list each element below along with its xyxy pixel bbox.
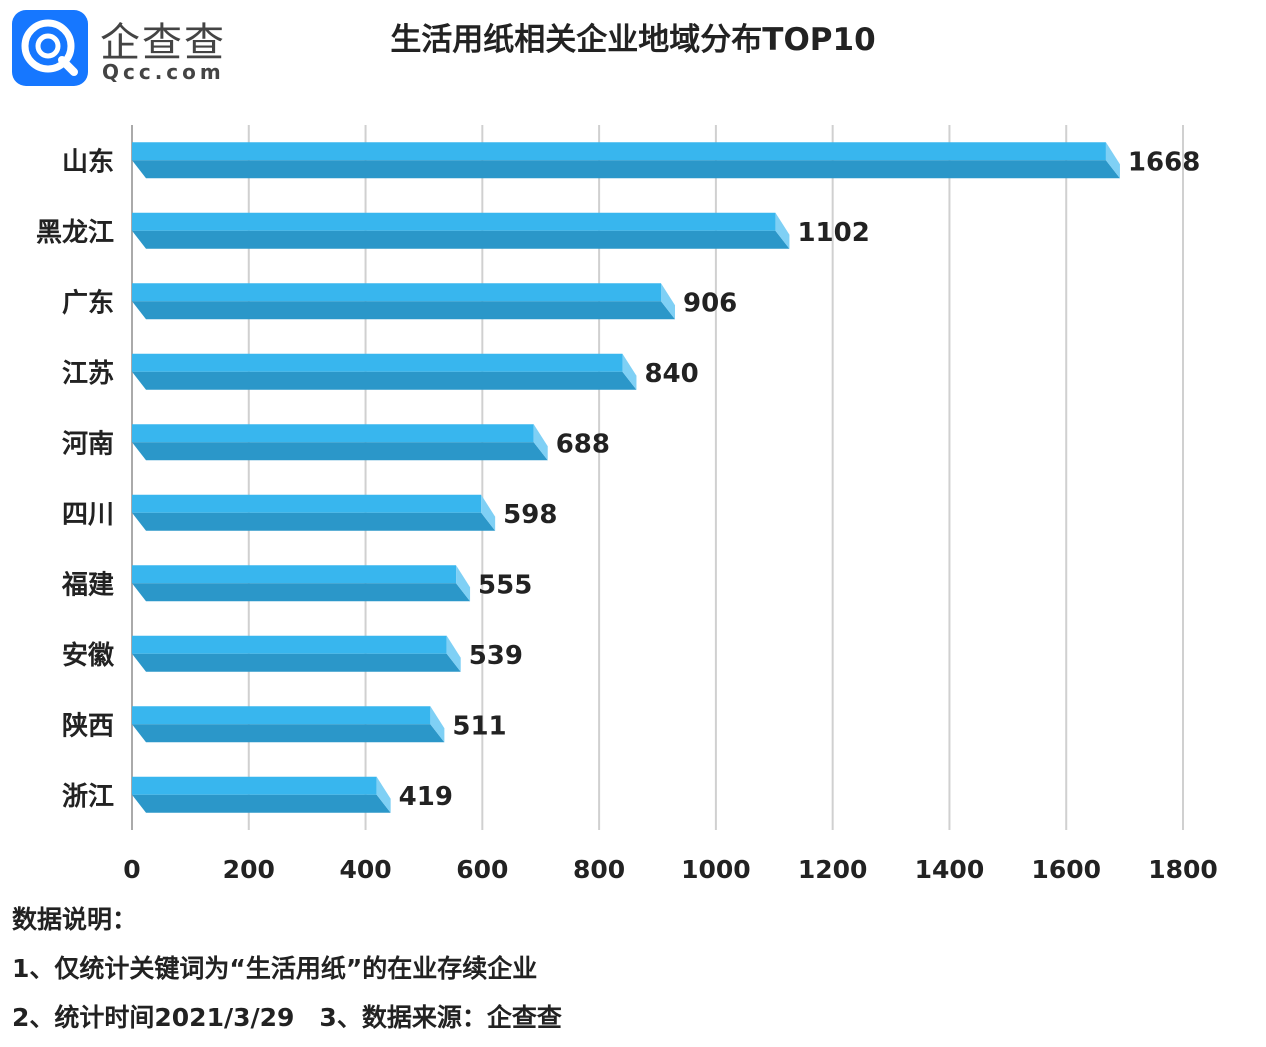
value-label: 1102 <box>797 218 869 248</box>
bar-top-face <box>132 776 377 795</box>
category-label: 陕西 <box>62 711 114 741</box>
bar-top-face <box>132 353 623 372</box>
bar-bottom-face <box>132 583 471 602</box>
logo: 企查查 Qcc.com <box>12 8 242 88</box>
value-label: 906 <box>683 288 737 318</box>
bar-end-cap <box>775 212 790 249</box>
value-label: 539 <box>469 641 523 671</box>
notes-line-2: 2、统计时间2021/3/29 3、数据来源：企查查 <box>12 1003 562 1032</box>
bar-chart: 0 200 400 600 800 1000 1200 1400 1600 1800 山东 1668 黑… <box>36 125 1218 884</box>
bar-bottom-face <box>132 371 637 390</box>
category-label: 四川 <box>62 500 114 530</box>
notes-heading: 数据说明： <box>12 905 138 934</box>
logo-badge <box>12 10 88 86</box>
logo-domain: Qcc.com <box>102 60 225 84</box>
bar-end-cap <box>1105 142 1120 179</box>
bar-end-cap <box>456 565 471 602</box>
x-tick-label: 600 <box>456 855 508 884</box>
bar-top-face <box>132 283 662 302</box>
bar-top-face <box>132 424 534 443</box>
category-label: 江苏 <box>62 359 114 389</box>
category-label: 河南 <box>62 429 114 459</box>
data-notes: 数据说明： 1、仅统计关键词为“生活用纸”的在业存续企业 2、统计时间2021/… <box>12 900 562 1047</box>
x-tick-label: 400 <box>339 855 391 884</box>
bar-bottom-face <box>132 442 548 461</box>
x-tick-label: 0 <box>123 855 140 884</box>
bar-end-cap <box>533 424 548 461</box>
category-label: 福建 <box>61 570 114 600</box>
category-label: 黑龙江 <box>36 218 114 248</box>
bar-end-cap <box>446 635 461 672</box>
x-tick-label: 1200 <box>798 855 868 884</box>
bar-top-face <box>132 212 776 231</box>
x-tick-label: 1400 <box>915 855 985 884</box>
value-label: 555 <box>478 570 532 600</box>
bar-end-cap <box>481 494 496 531</box>
x-tick-label: 1800 <box>1148 855 1218 884</box>
value-label: 598 <box>503 500 557 530</box>
bar-end-cap <box>622 353 637 390</box>
x-tick-label: 200 <box>223 855 275 884</box>
x-tick-label: 1000 <box>681 855 751 884</box>
bar-top-face <box>132 142 1106 161</box>
bar-bottom-face <box>132 512 496 531</box>
category-label: 安徽 <box>62 641 115 671</box>
value-label: 419 <box>399 782 453 812</box>
bar-end-cap <box>661 283 676 320</box>
x-tick-label: 1600 <box>1031 855 1101 884</box>
bar-end-cap <box>430 706 445 743</box>
bar-top-face <box>132 706 431 725</box>
notes-line-1: 1、仅统计关键词为“生活用纸”的在业存续企业 <box>12 954 538 983</box>
bar-bottom-face <box>132 301 676 320</box>
x-tick-label: 800 <box>573 855 625 884</box>
category-label: 广东 <box>62 287 114 318</box>
logo-name: 企查查 <box>100 20 226 66</box>
bar-bottom-face <box>132 653 461 672</box>
bar-bottom-face <box>132 230 790 249</box>
category-label: 山东 <box>62 146 114 177</box>
bar-bottom-face <box>132 724 445 743</box>
category-label: 浙江 <box>62 782 114 812</box>
bar-bottom-face <box>132 160 1120 179</box>
bar-end-cap <box>376 776 391 813</box>
value-label: 1668 <box>1128 147 1200 177</box>
chart-title: 生活用纸相关企业地域分布TOP10 <box>390 22 876 58</box>
value-label: 511 <box>452 711 506 741</box>
value-label: 688 <box>556 429 610 459</box>
bar-top-face <box>132 635 447 654</box>
value-label: 840 <box>644 359 698 389</box>
q-logo-icon <box>21 19 78 76</box>
bar-top-face <box>132 494 482 513</box>
bar-bottom-face <box>132 794 391 813</box>
bar-top-face <box>132 565 457 584</box>
